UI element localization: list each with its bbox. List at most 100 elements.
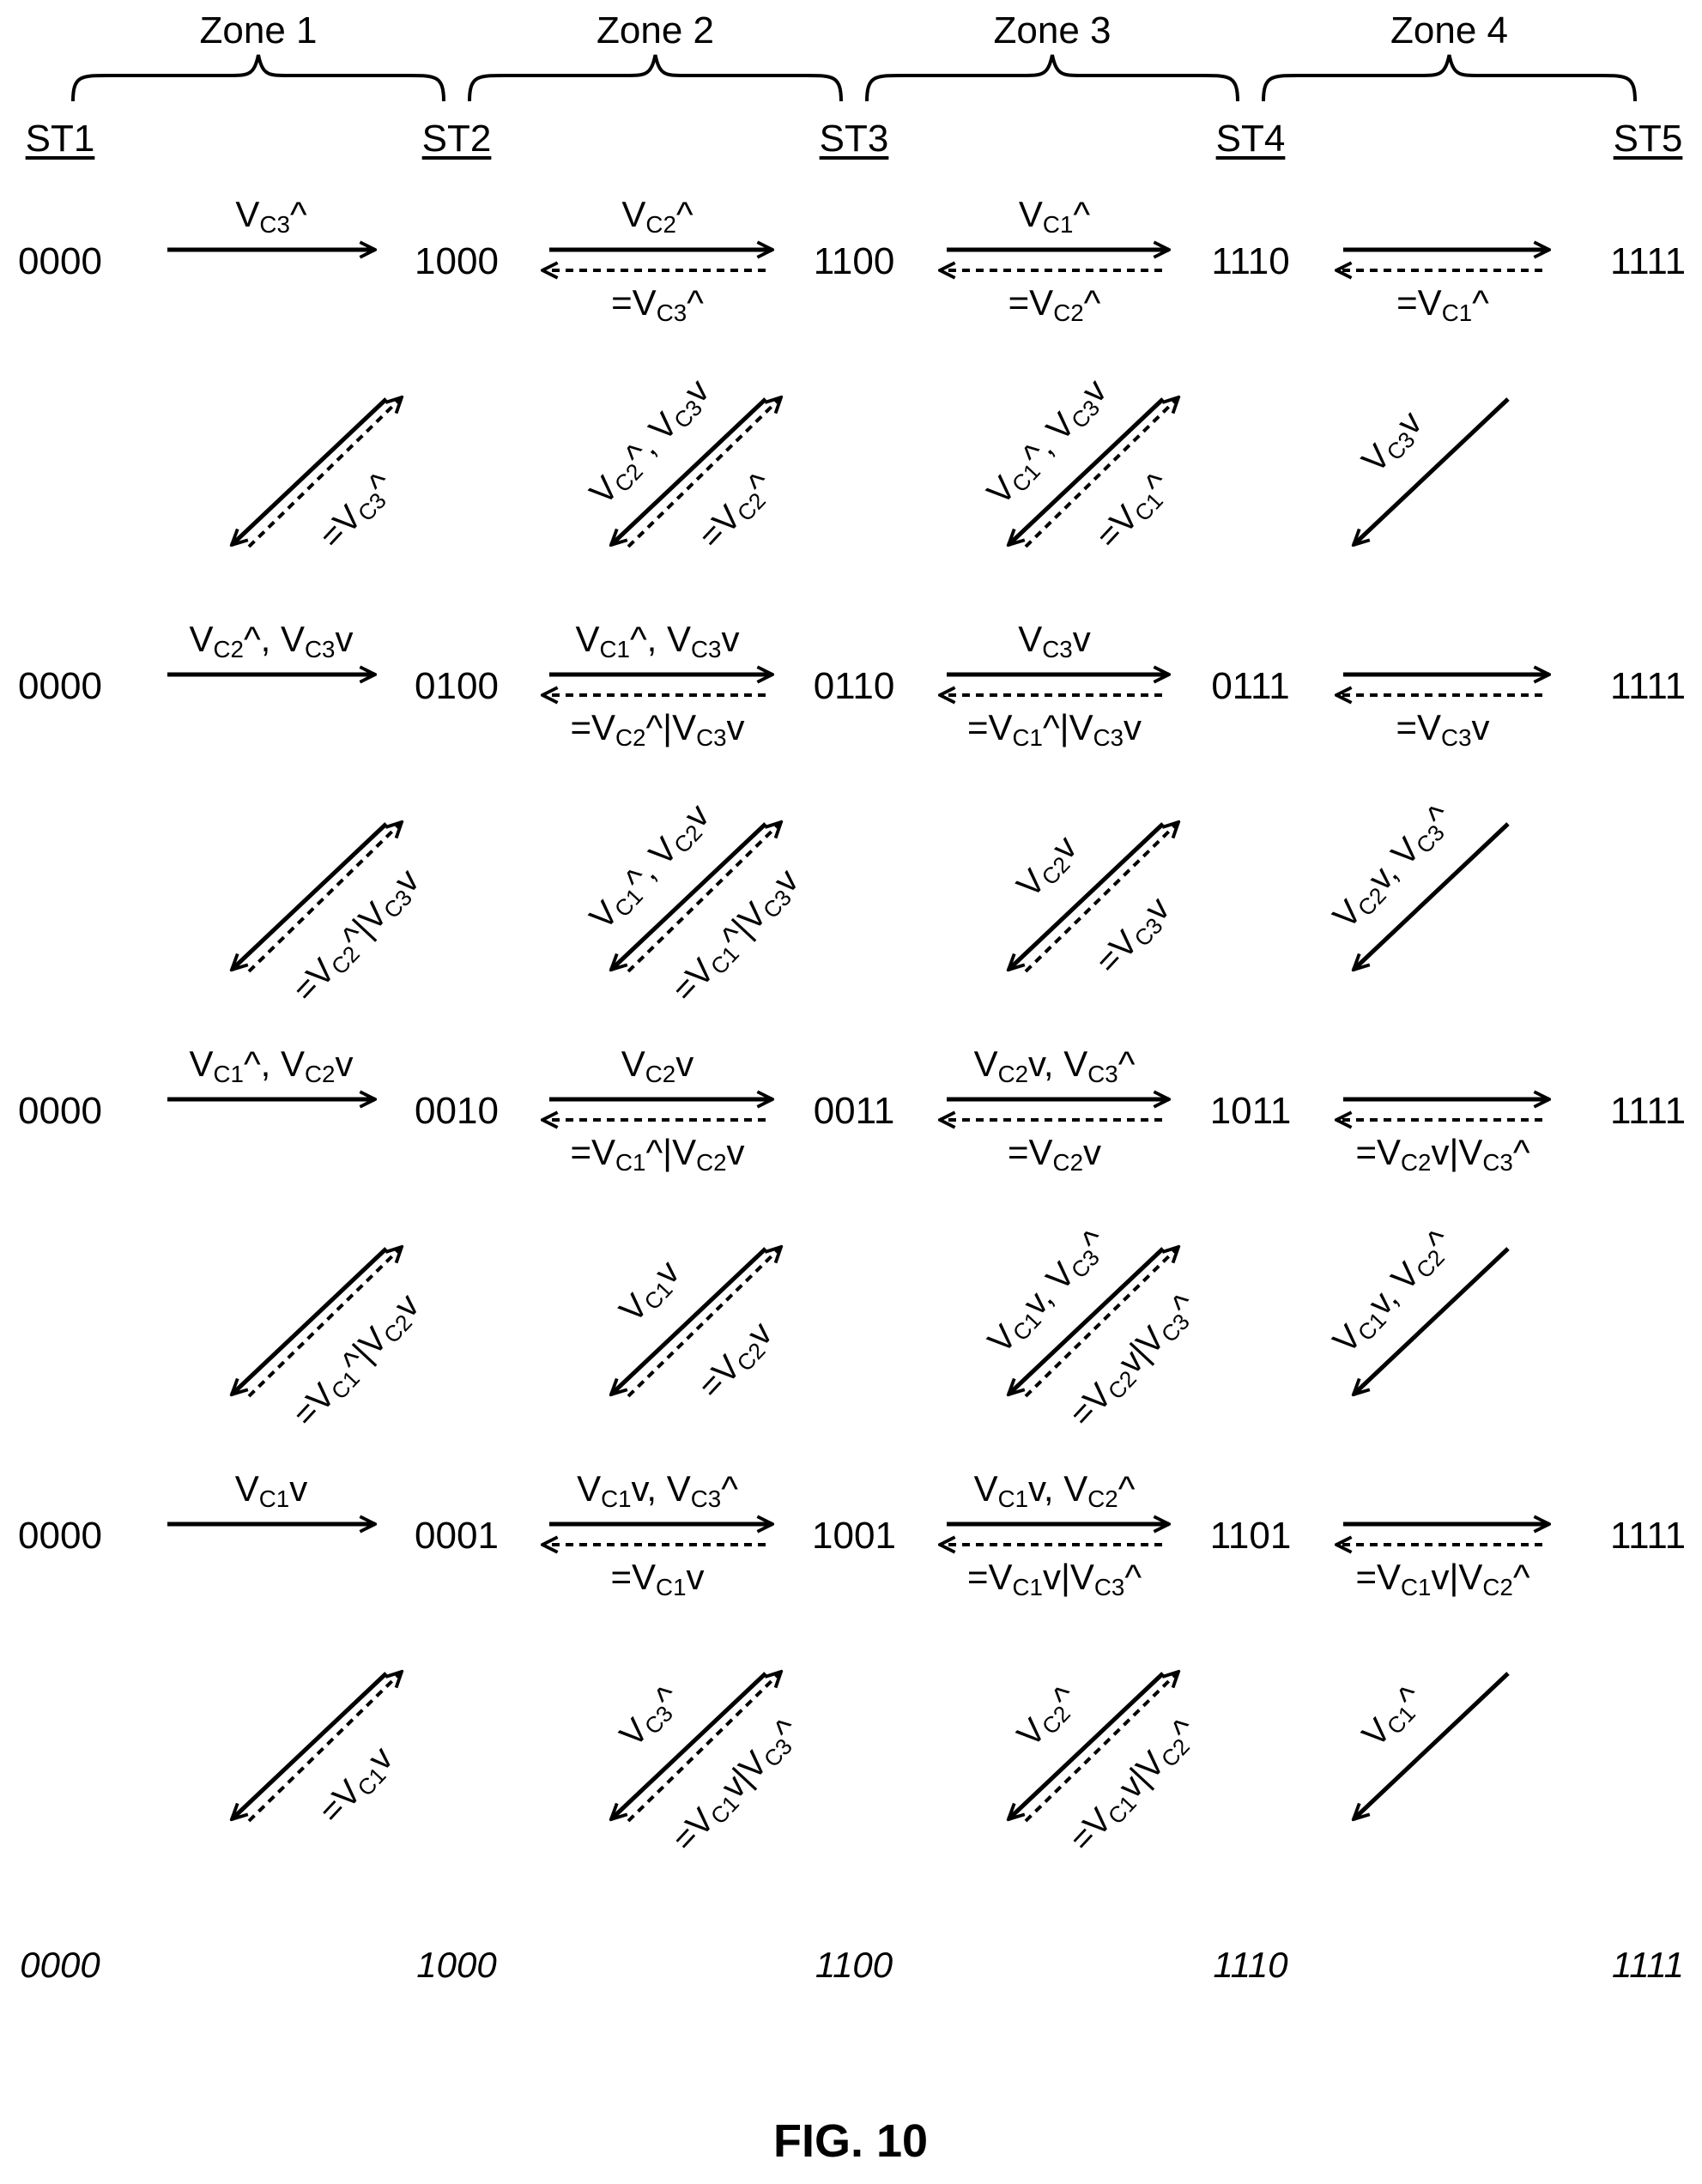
state-code: 0111 [1211,665,1290,707]
return-condition-label: =VC2^|VC3v [570,707,745,750]
label-subscript: C3 [1087,1060,1118,1087]
label-text: v|V [1042,1557,1094,1597]
zone-brace [1262,54,1637,102]
label-subscript: C2 [1401,1148,1432,1176]
label-text: =V [1008,282,1054,323]
state-code: 0110 [813,665,895,707]
label-text: v|V [1431,1132,1483,1172]
forward-transition-label: VC3v [1018,619,1091,662]
label-text: =V [1396,282,1442,323]
label-subscript: C1 [1401,1573,1432,1600]
label-text: ^ [687,282,704,323]
forward-transition-label: VC1^, VC2v [190,1044,354,1086]
diagonal-arrow [1008,397,1165,545]
label-text: v [335,619,354,659]
label-text: V [1018,194,1043,234]
label-text: =V [570,707,616,747]
stage-label: ST5 [1613,118,1683,160]
zone-label: Zone 3 [993,9,1111,51]
label-subscript: C1 [258,1485,290,1512]
return-condition-label: =VC1v [610,1557,705,1600]
diagonal-arrow [1008,1672,1165,1819]
label-text: ^ [1118,1468,1136,1509]
label-text: v [1471,707,1490,747]
label-text: V [973,1468,998,1509]
label-text: =V [610,1557,657,1597]
label-subscript: C3 [690,1485,722,1512]
state-code: 0001 [415,1515,499,1557]
label-text: ^ [289,194,307,234]
label-text: ^|V [1042,707,1093,747]
diagonal-arrow [232,1672,388,1819]
state-code: 0000 [18,1515,102,1557]
zone-label: Zone 4 [1390,9,1508,51]
label-text: V [621,1044,645,1084]
label-subscript: C3 [305,635,336,662]
label-text: V [575,619,600,659]
stage-label: ST3 [819,118,889,160]
return-condition-label: =VC1^|VC3v [966,707,1142,750]
zone-label: Zone 1 [199,9,318,51]
state-code: 0000 [18,665,102,707]
stage-label: ST1 [25,118,95,160]
label-text: V [234,1468,259,1509]
zone-label: Zone 2 [597,9,714,51]
diagonal-arrow [232,1247,388,1394]
label-text: =V [966,707,1013,747]
label-subscript: C2 [305,1060,336,1087]
label-text: ^ [675,194,694,234]
label-text: v [335,1044,354,1084]
label-text: V [621,194,646,234]
forward-transition-label: VC2v, VC3^ [974,1046,1136,1086]
label-subscript: C1 [1012,1573,1043,1600]
label-text: ^ [1512,1557,1530,1597]
label-subscript: C2 [645,210,676,238]
diagonal-arrow [1008,822,1165,970]
label-text: v [726,707,745,747]
label-text: v, V [631,1468,691,1509]
state-code: 0100 [415,665,499,707]
diagonal-arrow [1354,1247,1510,1394]
return-condition-label: =VC2^ [1008,282,1101,325]
label-subscript: C2 [696,1148,727,1176]
label-text: =V [1008,1132,1053,1172]
label-subscript: C3 [1093,723,1124,751]
final-state-code: 1111 [1611,1945,1685,1985]
state-code: 1001 [812,1515,896,1557]
state-code: 1011 [1209,1090,1292,1132]
forward-transition-label: VC1v [234,1468,307,1511]
label-text: ^, V [243,1044,306,1084]
state-code: 1101 [1209,1515,1292,1557]
diagonal-arrow [611,822,767,970]
forward-transition-label: VC1v, VC2^ [973,1468,1136,1511]
return-condition-label: =VC1^ [1396,282,1489,325]
label-subscript: C2 [645,1060,676,1087]
forward-transition-label: VC2v [621,1044,694,1086]
return-condition-label: =VC3^ [611,282,704,325]
state-code: 0011 [813,1090,895,1132]
label-text: ^|V [645,1132,697,1172]
state-code: 0000 [18,1090,102,1132]
diagonal-arrow [1354,822,1510,970]
label-subscript: C1 [1042,210,1074,238]
label-subscript: C2 [1052,1148,1083,1176]
label-subscript: C1 [601,1485,632,1512]
stage-label: ST2 [421,118,492,160]
label-text: ^, V [243,619,306,659]
label-text: v [1082,1132,1101,1172]
state-code: 0010 [415,1090,499,1132]
final-state-code: 1100 [815,1945,893,1985]
diagonal-arrow [232,397,388,545]
state-code: 1111 [1609,1090,1687,1132]
final-state-code: 1000 [416,1945,497,1985]
diagonal-arrow [1008,1247,1165,1394]
diagonal-arrow [611,397,767,545]
label-subscript: C1 [615,1148,646,1176]
label-text: v [1072,619,1091,659]
return-condition-label: =VC3v [1396,707,1490,750]
label-text: V [577,1468,602,1509]
label-text: V [235,194,260,234]
label-subscript: C1 [997,1485,1029,1512]
label-subscript: C3 [691,635,722,662]
